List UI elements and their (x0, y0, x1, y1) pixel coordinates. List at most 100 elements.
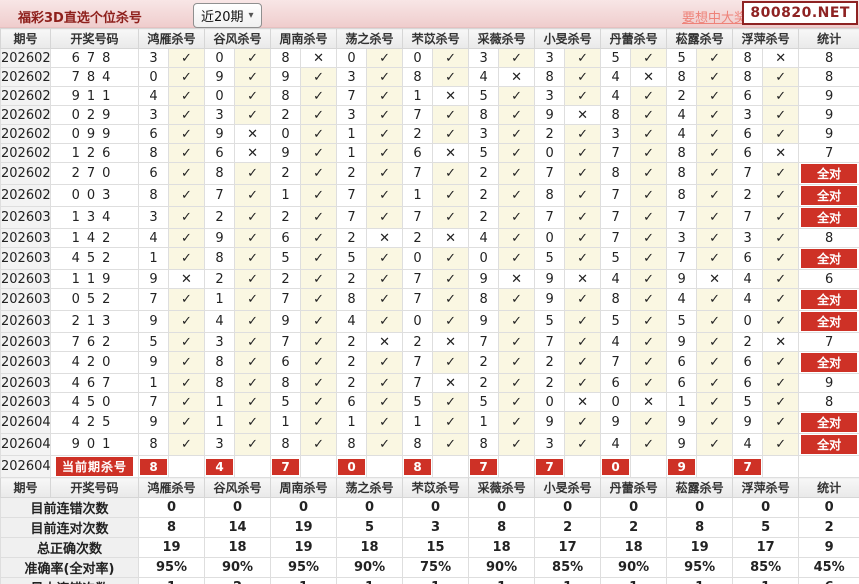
kill-number: 5 (138, 332, 169, 352)
cross-icon: ✕ (630, 392, 668, 412)
kill-number: 1 (402, 184, 434, 207)
kill-number: 7 (600, 351, 632, 374)
kill-number: 9 (270, 67, 302, 87)
draw-numbers: 467 (50, 373, 139, 393)
check-icon: ✓ (366, 310, 404, 333)
check-icon: ✓ (696, 105, 734, 125)
check-icon: ✓ (234, 48, 272, 68)
kill-number: 0 (402, 247, 434, 270)
check-icon: ✓ (564, 310, 602, 333)
kill-number: 8 (336, 288, 368, 311)
check-icon: ✓ (762, 206, 800, 229)
check-icon: ✓ (432, 48, 470, 68)
all-correct-badge: 全对 (801, 164, 858, 183)
kill-number: 4 (732, 433, 764, 456)
summary-value: 2 (534, 517, 602, 538)
kill-number: 0 (534, 392, 566, 412)
period-cell: 2026039 (0, 392, 51, 412)
stat-cell: 全对 (798, 206, 859, 229)
kill-number: 6 (600, 373, 632, 393)
summary-row: 准确率(全对率) 95% 90% 95% 90% 75% 90% 85% 90% 95% 85% 45… (0, 557, 859, 578)
check-icon: ✓ (762, 351, 800, 374)
stat-cell: 8 (798, 67, 859, 87)
check-icon: ✓ (630, 351, 668, 374)
kill-number: 4 (468, 67, 500, 87)
summary-value: 75% (402, 557, 470, 578)
period-cell: 2026042 (0, 455, 51, 478)
kill-number: 4 (666, 288, 698, 311)
kill-number: 2 (468, 351, 500, 374)
cross-icon: ✕ (234, 143, 272, 163)
cross-icon: ✕ (762, 48, 800, 68)
kill-number: 9 (666, 332, 698, 352)
kill-number: 2 (336, 373, 368, 393)
check-icon: ✓ (167, 411, 206, 434)
summary-value: 95% (137, 557, 206, 578)
check-icon: ✓ (696, 206, 734, 229)
draw-numbers: 142 (50, 228, 139, 248)
check-icon: ✓ (167, 86, 206, 106)
column-header-expert-7: 丹蕾杀号 (600, 477, 668, 498)
table-row: 20260282706✓8✓2✓2✓7✓2✓7✓8✓8✓7✓全对 (0, 162, 859, 185)
kill-number: 9 (138, 411, 169, 434)
kill-number: 4 (666, 124, 698, 144)
check-icon: ✓ (630, 86, 668, 106)
kill-number: 1 (270, 411, 302, 434)
empty-mark-cell (762, 455, 800, 478)
check-icon: ✓ (234, 206, 272, 229)
check-icon: ✓ (366, 392, 404, 412)
range-dropdown[interactable]: 近20期 ▾ (193, 3, 262, 28)
chevron-down-icon: ▾ (248, 10, 254, 21)
check-icon: ✓ (498, 86, 536, 106)
check-icon: ✓ (432, 247, 470, 270)
cross-icon: ✕ (564, 269, 602, 289)
kill-number: 3 (336, 105, 368, 125)
check-icon: ✓ (630, 206, 668, 229)
kill-number-table: 期号 开奖号码 鸿雁杀号 谷风杀号 周南杀号 荡之杀号 芣苡杀号 采薇杀号 小旻杀号 丹蕾杀号 菘露… (0, 28, 859, 584)
check-icon: ✓ (630, 433, 668, 456)
kill-number: 0 (270, 124, 302, 144)
stat-cell: 9 (798, 105, 859, 125)
check-icon: ✓ (234, 411, 272, 434)
kill-number: 9 (666, 269, 698, 289)
cross-icon: ✕ (498, 269, 536, 289)
current-kill-number: 4 (206, 458, 234, 475)
check-icon: ✓ (498, 310, 536, 333)
cross-icon: ✕ (696, 269, 734, 289)
kill-number: 2 (402, 332, 434, 352)
check-icon: ✓ (300, 392, 338, 412)
check-icon: ✓ (366, 411, 404, 434)
kill-number: 7 (402, 351, 434, 374)
current-kill-number-cell: 4 (204, 455, 236, 478)
summary-row: 目前连对次数 8 14 19 5 3 8 2 2 8 5 2 (0, 517, 859, 538)
all-correct-badge: 全对 (801, 413, 858, 432)
kill-number: 6 (138, 162, 169, 185)
check-icon: ✓ (762, 228, 800, 248)
kill-number: 8 (270, 86, 302, 106)
summary-value: 2 (204, 577, 272, 584)
kill-number: 0 (468, 247, 500, 270)
kill-number: 8 (666, 162, 698, 185)
check-icon: ✓ (564, 48, 602, 68)
period-cell: 2026033 (0, 269, 51, 289)
kill-number: 3 (138, 105, 169, 125)
column-header-draw: 开奖号码 (50, 28, 139, 49)
check-icon: ✓ (300, 86, 338, 106)
stat-cell: 8 (798, 228, 859, 248)
table-row: 20260384671✓8✓8✓2✓7✕2✓2✓6✓6✓6✓9 (0, 373, 859, 393)
period-cell: 2026023 (0, 67, 51, 87)
site-badge[interactable]: 800820.NET (742, 1, 858, 25)
kill-number: 4 (600, 67, 632, 87)
stat-cell: 全对 (798, 162, 859, 185)
check-icon: ✓ (366, 351, 404, 374)
summary-value: 90% (336, 557, 404, 578)
check-icon: ✓ (696, 351, 734, 374)
kill-number: 6 (666, 351, 698, 374)
kill-number: 7 (666, 247, 698, 270)
summary-value: 3 (402, 517, 470, 538)
summary-value: 85% (534, 557, 602, 578)
check-icon: ✓ (498, 433, 536, 456)
